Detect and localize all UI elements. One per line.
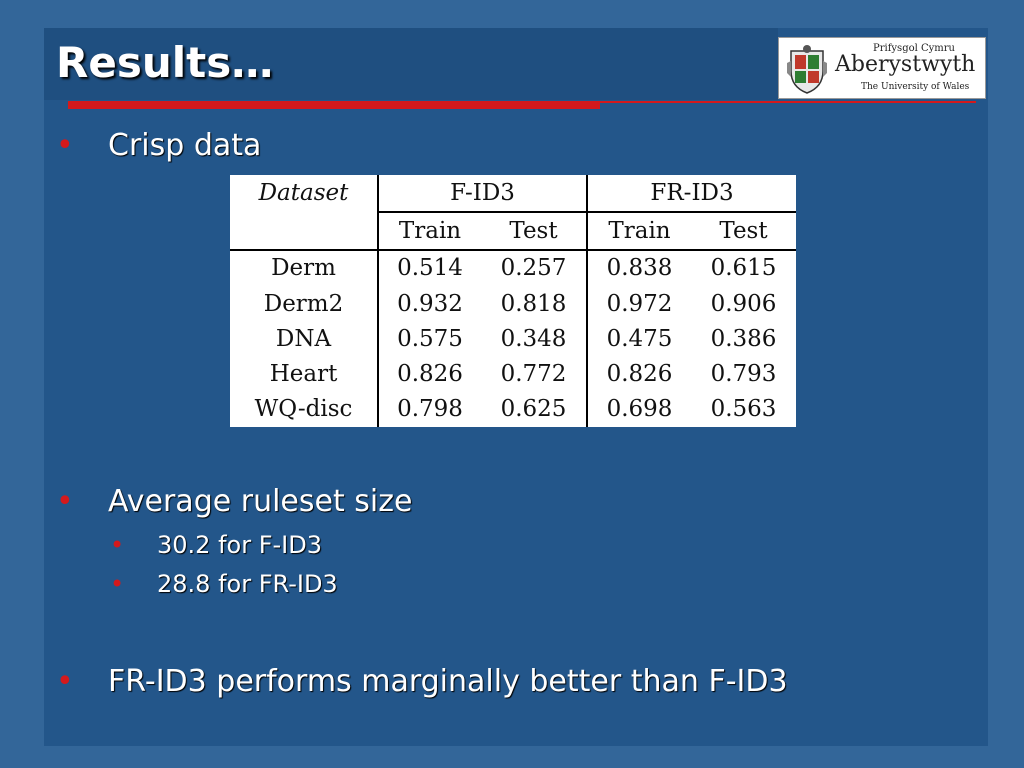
table-header-fid3: F-ID3 <box>378 175 588 213</box>
cell-value: 0.615 <box>710 255 777 282</box>
table-header-train: Train <box>587 211 691 251</box>
bullet-ruleset-size: Average ruleset size <box>108 484 413 519</box>
cell-value: 0.475 <box>606 325 673 352</box>
cell-value: 0.906 <box>710 290 777 317</box>
sub-bullet-frid3: 28.8 for FR-ID3 <box>157 570 338 598</box>
crest-icon <box>787 45 827 94</box>
university-logo: Prifysgol Cymru Aberystwyth The Universi… <box>778 37 986 99</box>
cell-dataset: Derm <box>230 249 379 287</box>
cell-value: 0.818 <box>481 286 588 322</box>
table-row: Heart 0.826 0.772 0.826 0.793 <box>230 356 796 392</box>
logo-line-1: Prifysgol Cymru <box>873 43 955 54</box>
cell-dataset: WQ-disc <box>230 391 379 427</box>
table-row: WQ-disc 0.798 0.625 0.698 0.563 <box>230 391 796 427</box>
bullet-dot: • <box>56 664 74 699</box>
table-header-test: Test <box>481 211 588 251</box>
cell-value: 0.838 <box>606 255 673 282</box>
table-row: Derm 0.514 0.257 0.838 0.615 <box>230 249 796 287</box>
cell-value: 0.563 <box>710 396 777 423</box>
bullet-dot: • <box>56 484 74 519</box>
cell-value: 0.798 <box>397 396 463 423</box>
cell-dataset: Heart <box>230 356 379 392</box>
table-header-train: Train <box>378 211 481 251</box>
cell-value: 0.698 <box>606 396 673 423</box>
table-row: Derm2 0.932 0.818 0.972 0.906 <box>230 286 796 322</box>
cell-dataset: Derm2 <box>230 286 379 322</box>
logo-line-3: The University of Wales <box>861 82 970 92</box>
cell-value: 0.826 <box>606 361 673 388</box>
table-header-blank <box>230 211 379 251</box>
bullet-crisp-data: Crisp data <box>108 128 262 163</box>
slide-title: Results… <box>56 38 274 87</box>
sub-bullet-fid3: 30.2 for F-ID3 <box>157 531 322 559</box>
cell-value: 0.793 <box>710 361 777 388</box>
cell-value: 0.826 <box>397 361 463 388</box>
bullet-conclusion: FR-ID3 performs marginally better than F… <box>108 664 788 699</box>
cell-value: 0.772 <box>481 356 588 392</box>
sub-bullet-dot: • <box>110 570 125 598</box>
title-underline-thin <box>600 101 976 103</box>
table-row: DNA 0.575 0.348 0.475 0.386 <box>230 321 796 357</box>
cell-value: 0.348 <box>481 321 588 357</box>
table-header-test: Test <box>691 211 796 251</box>
cell-value: 0.257 <box>481 249 588 287</box>
cell-value: 0.625 <box>481 391 588 427</box>
cell-value: 0.972 <box>606 290 673 317</box>
results-table: Dataset F-ID3 FR-ID3 Train Test Train Te… <box>230 175 796 427</box>
table-header-frid3: FR-ID3 <box>587 175 796 213</box>
cell-value: 0.386 <box>710 325 777 352</box>
bullet-dot: • <box>56 128 74 163</box>
cell-dataset: DNA <box>230 321 379 357</box>
logo-line-2: Aberystwyth <box>835 52 976 77</box>
cell-value: 0.932 <box>397 290 463 317</box>
sub-bullet-dot: • <box>110 531 125 559</box>
title-bar <box>44 28 778 100</box>
cell-value: 0.575 <box>397 325 463 352</box>
cell-value: 0.514 <box>397 255 463 282</box>
table-header-dataset: Dataset <box>230 175 379 212</box>
title-underline-thick <box>68 101 600 109</box>
